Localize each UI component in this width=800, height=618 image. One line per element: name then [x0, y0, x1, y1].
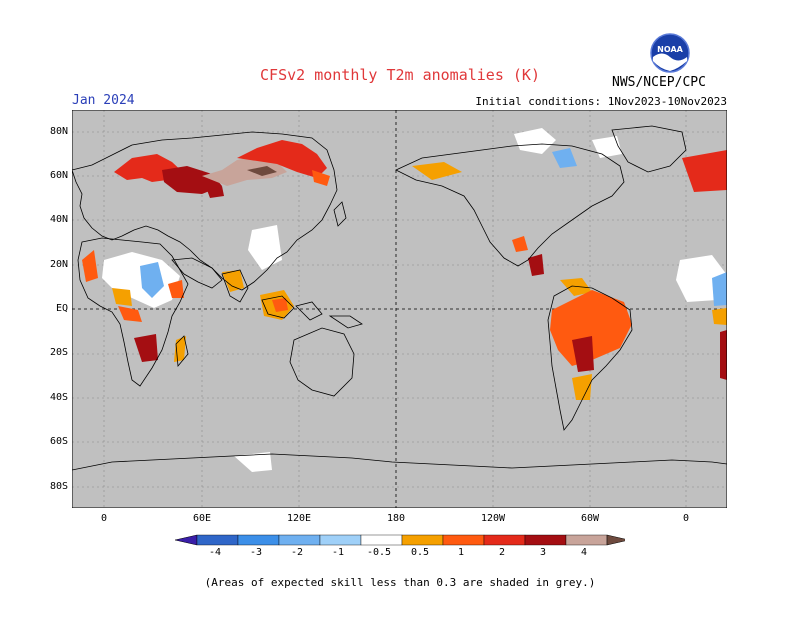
- colorbar-swatch: [483, 534, 526, 546]
- colorbar-swatch: [565, 534, 608, 546]
- lat-label: 80S: [49, 481, 68, 492]
- lat-label: 40S: [49, 392, 68, 403]
- lat-label: 60S: [49, 436, 68, 447]
- colorbar-swatch: [401, 534, 444, 546]
- lat-label: 60N: [49, 170, 68, 181]
- lat-label: EQ: [55, 303, 68, 314]
- anomaly-map: [72, 110, 727, 508]
- colorbar-label: 3: [539, 547, 547, 558]
- noaa-logo-text: NOAA: [657, 45, 683, 54]
- colorbar-label: -1: [331, 547, 345, 558]
- lat-label: 20S: [49, 347, 68, 358]
- colorbar-swatch: [237, 534, 280, 546]
- noaa-logo: NOAA: [650, 33, 690, 73]
- colorbar-swatch: [196, 534, 239, 546]
- lon-label: 180: [386, 513, 406, 524]
- colorbar-swatch: [360, 534, 403, 546]
- chart-title: CFSv2 monthly T2m anomalies (K): [260, 66, 540, 84]
- colorbar-arrow-left: [175, 534, 198, 546]
- colorbar-label: 2: [498, 547, 506, 558]
- lon-label: 60W: [580, 513, 600, 524]
- lon-label: 0: [100, 513, 108, 524]
- anomaly-shading: [82, 128, 727, 472]
- lat-label: 80N: [49, 126, 68, 137]
- colorbar-arrow-right: [606, 534, 625, 546]
- lon-label: 0: [682, 513, 690, 524]
- colorbar-label: -0.5: [366, 547, 392, 558]
- lon-label: 120E: [286, 513, 312, 524]
- org-label: NWS/NCEP/CPC: [612, 75, 706, 90]
- lon-label: 120W: [480, 513, 506, 524]
- colorbar-swatch: [278, 534, 321, 546]
- lat-label: 40N: [49, 214, 68, 225]
- lat-label: 20N: [49, 259, 68, 270]
- coastlines: [72, 125, 727, 471]
- footnote: (Areas of expected skill less than 0.3 a…: [204, 576, 596, 589]
- colorbar-label: 0.5: [410, 547, 430, 558]
- colorbar-label: 1: [457, 547, 465, 558]
- colorbar-swatch: [524, 534, 567, 546]
- colorbar-label: -2: [290, 547, 304, 558]
- forecast-month: Jan 2024: [72, 93, 135, 108]
- initial-conditions: Initial conditions: 1Nov2023-10Nov2023: [475, 95, 727, 108]
- colorbar-swatch: [442, 534, 485, 546]
- colorbar-swatch: [319, 534, 362, 546]
- colorbar-label: 4: [580, 547, 588, 558]
- lon-label: 60E: [192, 513, 212, 524]
- colorbar-label: -4: [208, 547, 222, 558]
- colorbar-label: -3: [249, 547, 263, 558]
- colorbar: [175, 534, 625, 546]
